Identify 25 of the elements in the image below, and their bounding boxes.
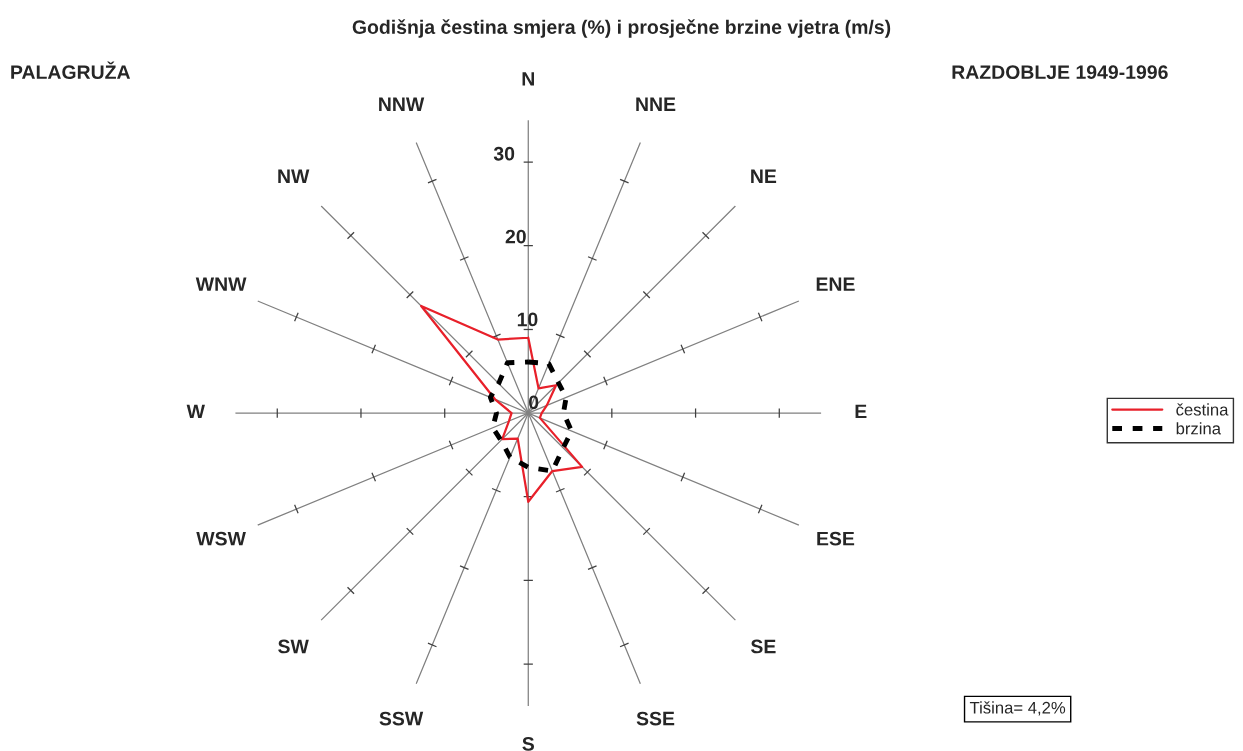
spoke-label: NW [278,169,310,183]
spoke-label: WSW [196,531,246,546]
y-tick-label: 30 [493,146,515,161]
legend-label: čestina [1176,403,1229,416]
spoke-label: WNW [195,277,247,291]
text: PALAGRUŽA [11,61,131,80]
spoke-label: SSE [636,711,675,726]
y-tick-label: 10 [517,312,538,327]
spoke-label: NNW [379,97,425,111]
spoke-label: E [855,404,867,419]
spoke-label: W [186,404,205,419]
text: Tišina= 4,2% [969,701,1066,716]
spoke-label: N [522,72,534,86]
spoke-label: NE [751,169,777,183]
spoke-label: SW [278,639,309,654]
spoke-label: SE [750,639,776,654]
spoke-label: ENE [816,277,855,291]
spoke-label: SSW [379,711,424,726]
text: RAZDOBLJE 1949-1996 [952,65,1168,80]
spoke-label: NNE [636,97,676,111]
chart-title: Godišnja čestina smjera (%) i prosječne brzine vjetra (m/s) [352,19,891,38]
spoke-label: ESE [817,531,855,546]
y-tick-label: 20 [505,229,526,244]
spoke-label: S [522,736,534,751]
legend-label: brzina [1176,422,1222,435]
